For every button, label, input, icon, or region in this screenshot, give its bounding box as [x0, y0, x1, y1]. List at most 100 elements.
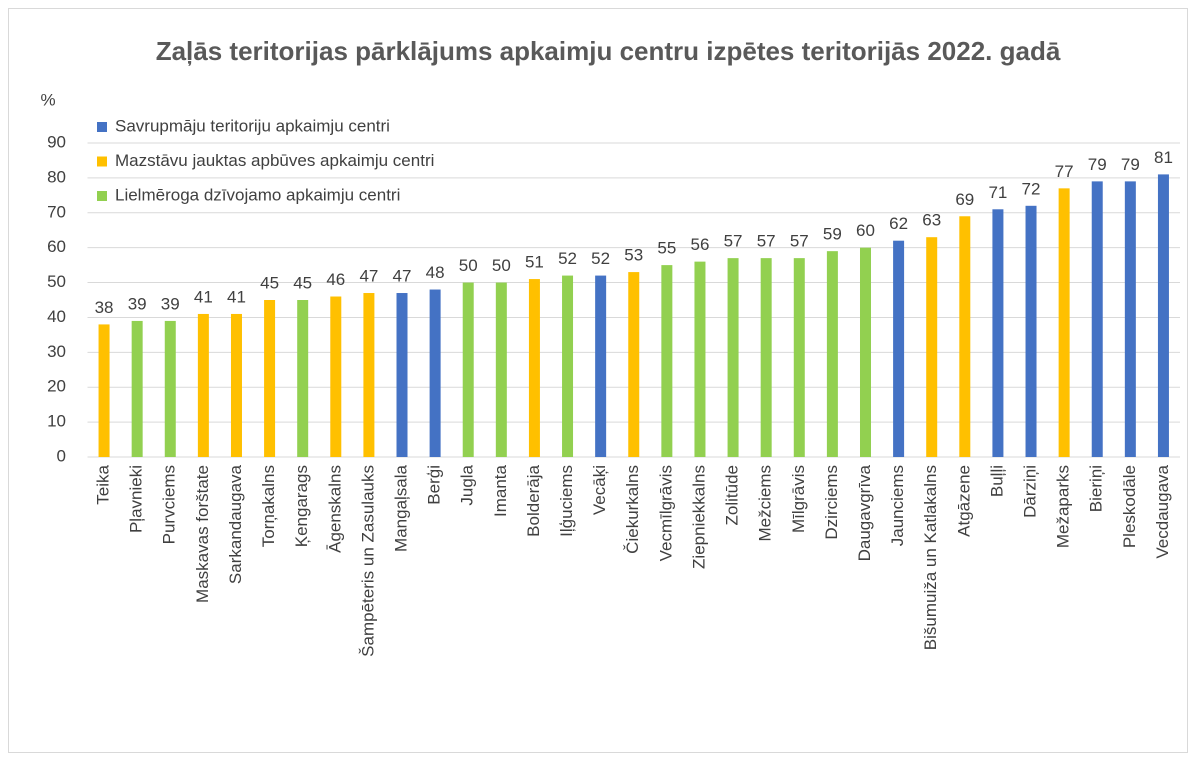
bar [826, 251, 838, 457]
x-tick-label: Vecmīlgrāvis [656, 465, 675, 561]
x-tick-label: Berģi [425, 465, 444, 505]
x-tick-label: Vecāķi [590, 465, 609, 515]
bar [396, 293, 408, 457]
bar [264, 300, 276, 457]
data-label: 51 [525, 253, 544, 272]
bar [926, 237, 938, 457]
data-label: 81 [1154, 148, 1173, 167]
data-label: 41 [194, 287, 213, 306]
data-label: 38 [95, 298, 114, 317]
x-tick-label: Bolderāja [524, 464, 543, 536]
bar [528, 279, 540, 457]
bar [661, 265, 673, 457]
bar [628, 272, 640, 457]
bar [197, 313, 209, 457]
y-tick-label: 60 [47, 237, 66, 256]
data-label: 62 [889, 214, 908, 233]
data-label: 48 [426, 263, 445, 282]
y-tick-label: 30 [47, 342, 66, 361]
x-tick-label: Dārziņi [1021, 465, 1040, 518]
y-tick-label: 50 [47, 272, 66, 291]
bar [727, 258, 739, 457]
y-tick-label: 90 [47, 132, 66, 151]
legend-swatch [97, 156, 107, 167]
data-label: 79 [1088, 155, 1107, 174]
x-tick-label: Bišumuiža un Katlakalns [921, 465, 940, 650]
data-label: 71 [988, 183, 1007, 202]
x-tick-label: Čiekurkalns [623, 465, 642, 554]
x-tick-label: Atgāzene [954, 465, 973, 537]
bar [893, 240, 905, 457]
x-tick-label: Maskavas forštate [193, 465, 212, 603]
x-tick-label: Iļģuciems [557, 465, 576, 537]
bar [164, 320, 176, 457]
x-tick-label: Pleskodāle [1120, 465, 1139, 548]
x-tick-label: Mangaļsala [391, 464, 410, 551]
legend-label: Savrupmāju teritoriju apkaimju centri [115, 116, 390, 135]
y-axis-label: % [40, 90, 55, 109]
y-tick-label: 40 [47, 307, 66, 326]
data-label: 52 [591, 249, 610, 268]
x-tick-label: Dzirciems [822, 465, 841, 540]
x-tick-label: Torņakalns [259, 465, 278, 547]
bar [330, 296, 342, 457]
x-tick-label: Jaunciems [888, 465, 907, 546]
bar [1157, 174, 1169, 457]
legend-swatch [97, 122, 107, 132]
chart-title: Zaļās teritorijas pārklājums apkaimju ce… [155, 36, 1061, 66]
bar [429, 289, 441, 457]
bar [131, 320, 143, 457]
x-tick-label: Mīlgrāvis [789, 465, 808, 533]
y-tick-label: 10 [47, 412, 66, 431]
data-label: 57 [724, 232, 743, 251]
bar [959, 216, 971, 457]
data-label: 47 [359, 267, 378, 286]
data-label: 41 [227, 287, 246, 306]
data-label: 77 [1055, 162, 1074, 181]
data-label: 39 [161, 294, 180, 313]
bar [859, 247, 871, 457]
bar [793, 258, 805, 457]
x-tick-label: Sarkandaugava [226, 464, 245, 584]
x-tick-label: Teika [94, 464, 113, 504]
data-label: 57 [757, 232, 776, 251]
data-label: 72 [1022, 179, 1041, 198]
data-label: 50 [492, 256, 511, 275]
bar [98, 324, 110, 457]
data-label: 79 [1121, 155, 1140, 174]
y-tick-label: 20 [47, 377, 66, 396]
x-tick-label: Imanta [491, 464, 510, 517]
x-tick-label: Ķengarags [292, 465, 311, 547]
data-label: 69 [955, 190, 974, 209]
x-tick-label: Daugavgrīva [855, 464, 874, 561]
bar [1091, 181, 1103, 457]
bar [562, 275, 574, 457]
bar [230, 313, 242, 457]
data-label: 55 [657, 239, 676, 258]
data-label: 63 [922, 211, 941, 230]
data-label: 47 [393, 267, 412, 286]
data-label: 57 [790, 232, 809, 251]
bar [1124, 181, 1136, 457]
data-label: 39 [128, 294, 147, 313]
data-label: 59 [823, 225, 842, 244]
y-tick-label: 70 [47, 202, 66, 221]
legend-label: Mazstāvu jauktas apbūves apkaimju centri [115, 151, 434, 170]
x-tick-label: Mežaparks [1054, 465, 1073, 548]
data-label: 56 [691, 235, 710, 254]
bar [1058, 188, 1070, 457]
bar [363, 293, 375, 457]
chart-frame [8, 8, 1188, 753]
x-tick-label: Āgenskalns [325, 465, 344, 553]
bar [297, 300, 309, 457]
x-tick-label: Jugla [458, 464, 477, 505]
data-label: 45 [260, 273, 279, 292]
bar [694, 261, 706, 457]
legend-swatch [97, 191, 107, 201]
x-tick-label: Buļļi [987, 465, 1006, 497]
x-tick-label: Ziepniekkalns [689, 465, 708, 569]
x-tick-label: Purvciems [160, 465, 179, 544]
bar [760, 258, 772, 457]
bar [595, 275, 607, 457]
